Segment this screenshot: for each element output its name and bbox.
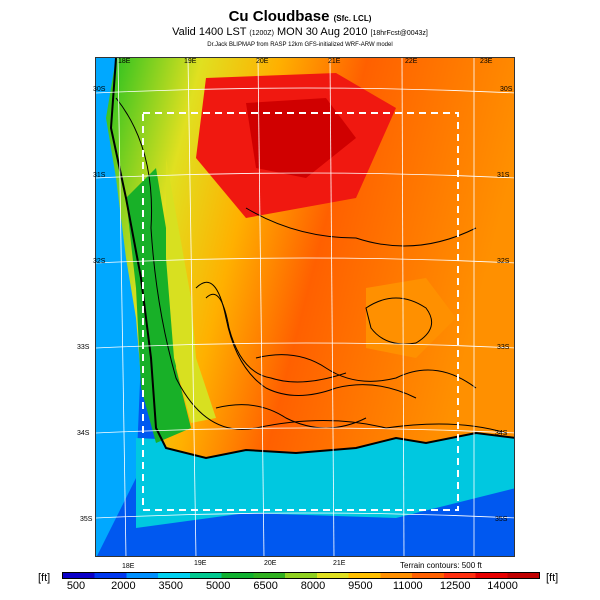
lon-label-bottom: 20E xyxy=(264,560,277,567)
lat-label-left: 30S xyxy=(93,86,106,93)
color-scale-label: 9500 xyxy=(348,580,373,592)
lat-label-left: 31S xyxy=(93,172,106,179)
valid-time: Valid 1400 LST (1200Z) MON 30 Aug 2010 [… xyxy=(172,26,428,38)
model-credit: Dr.Jack BLIPMAP from RASP 12km GFS-initi… xyxy=(207,42,393,48)
lat-label-left: 34S xyxy=(77,430,90,437)
cloudbase-map xyxy=(95,57,515,557)
inland-band xyxy=(166,158,216,423)
lon-label-bottom: 18E xyxy=(122,563,135,570)
color-scale-label: 14000 xyxy=(487,580,518,592)
terrain-contours xyxy=(115,97,507,434)
lat-label-right: 35S xyxy=(495,516,508,523)
terrain-contour-note: Terrain contours: 500 ft xyxy=(400,561,482,570)
lon-label-top: 23E xyxy=(480,58,493,65)
lon-label-top: 20E xyxy=(256,58,269,65)
color-scale-label: 500 xyxy=(66,580,86,592)
lat-label-right: 30S xyxy=(500,86,513,93)
unit-label-left: [ft] xyxy=(38,572,51,584)
map-title: Cu Cloudbase (Sfc. LCL) xyxy=(228,8,372,25)
lat-label-left: 35S xyxy=(80,516,93,523)
lon-label-bottom: 19E xyxy=(194,560,207,567)
lon-label-bottom: 21E xyxy=(333,560,346,567)
inner-domain-box xyxy=(142,112,459,511)
max-cloudbase-core xyxy=(246,98,356,178)
lat-lon-grid xyxy=(96,58,514,556)
lat-label-left: 33S xyxy=(77,344,90,351)
color-scale-label: 2000 xyxy=(111,580,136,592)
color-scale-label: 6500 xyxy=(253,580,278,592)
color-scale-label: 11000 xyxy=(392,580,423,592)
lon-label-top: 18E xyxy=(118,58,131,65)
lat-label-left: 32S xyxy=(93,258,106,265)
lat-label-right: 31S xyxy=(497,172,510,179)
lat-label-right: 32S xyxy=(497,258,510,265)
lat-label-right: 33S xyxy=(497,344,510,351)
color-scale-label: 5000 xyxy=(205,580,231,592)
lat-label-right: 34S xyxy=(495,430,508,437)
color-scale-label: 8000 xyxy=(300,580,326,592)
coastline xyxy=(109,58,514,460)
color-scale-label: 3500 xyxy=(158,580,184,592)
color-scale-bar xyxy=(62,572,540,579)
lon-label-top: 19E xyxy=(184,58,197,65)
lon-label-top: 21E xyxy=(328,58,341,65)
lon-label-top: 22E xyxy=(405,58,418,65)
unit-label-right: [ft] xyxy=(546,572,559,584)
local-maximum xyxy=(366,278,456,358)
color-scale-label: 12500 xyxy=(439,580,471,592)
